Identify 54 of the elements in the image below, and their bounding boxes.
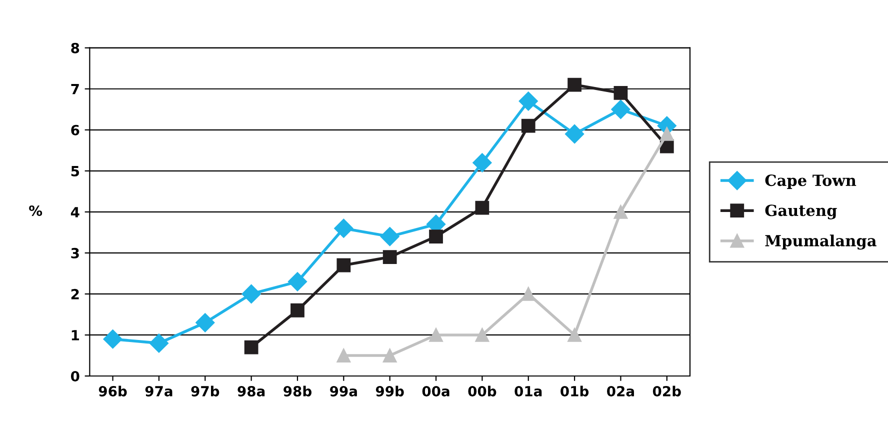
point [568,328,582,342]
point [196,313,215,332]
point [614,86,628,100]
legend-label: Cape Town [765,174,856,190]
point [521,118,536,133]
point [288,272,308,292]
point [103,330,122,349]
point [565,124,584,144]
point [475,200,490,215]
x-tick-label: 00a [422,386,450,396]
point [242,284,261,304]
x-tick-label: 01a [514,386,542,396]
point [244,340,258,354]
point [521,287,536,301]
y-tick-label: 4 [70,207,80,218]
x-tick-label: 99b [376,386,404,396]
y-tick-label: 2 [71,288,79,300]
point [568,78,582,92]
point [611,100,630,119]
y-tick-label: 8 [71,42,80,54]
point [429,230,443,244]
y-tick-label: 0 [70,370,80,382]
point [336,348,351,362]
y-tick-label: 6 [71,124,80,136]
legend-label: Gauteng [765,204,837,220]
point [149,334,168,353]
point [429,328,443,342]
point [290,303,304,318]
point [382,348,397,362]
y-tick-label: 7 [71,84,79,94]
y-tick-label: 3 [71,248,79,258]
point [472,153,492,172]
point [382,250,397,264]
x-tick-label: 00b [468,386,496,396]
x-tick-label: 96b [98,386,127,396]
point [475,328,490,342]
point [380,227,400,246]
x-tick-label: 01b [560,386,589,396]
legend-label: Mpumalanga [765,234,876,250]
x-tick-label: 99a [330,386,357,396]
point [614,204,628,219]
point [336,258,351,272]
x-tick-label: 98a [238,386,265,396]
y-axis-title: % [29,205,42,216]
x-tick-label: 02b [652,386,681,396]
y-tick-label: 5 [71,166,79,176]
x-tick-label: 97b [191,386,220,396]
point [518,92,538,111]
point [334,218,354,238]
point [660,127,674,141]
x-tick-label: 98b [284,386,312,396]
x-tick-label: 02a [607,386,634,396]
x-tick-label: 97a [145,386,172,396]
y-tick-label: 1 [72,330,80,340]
